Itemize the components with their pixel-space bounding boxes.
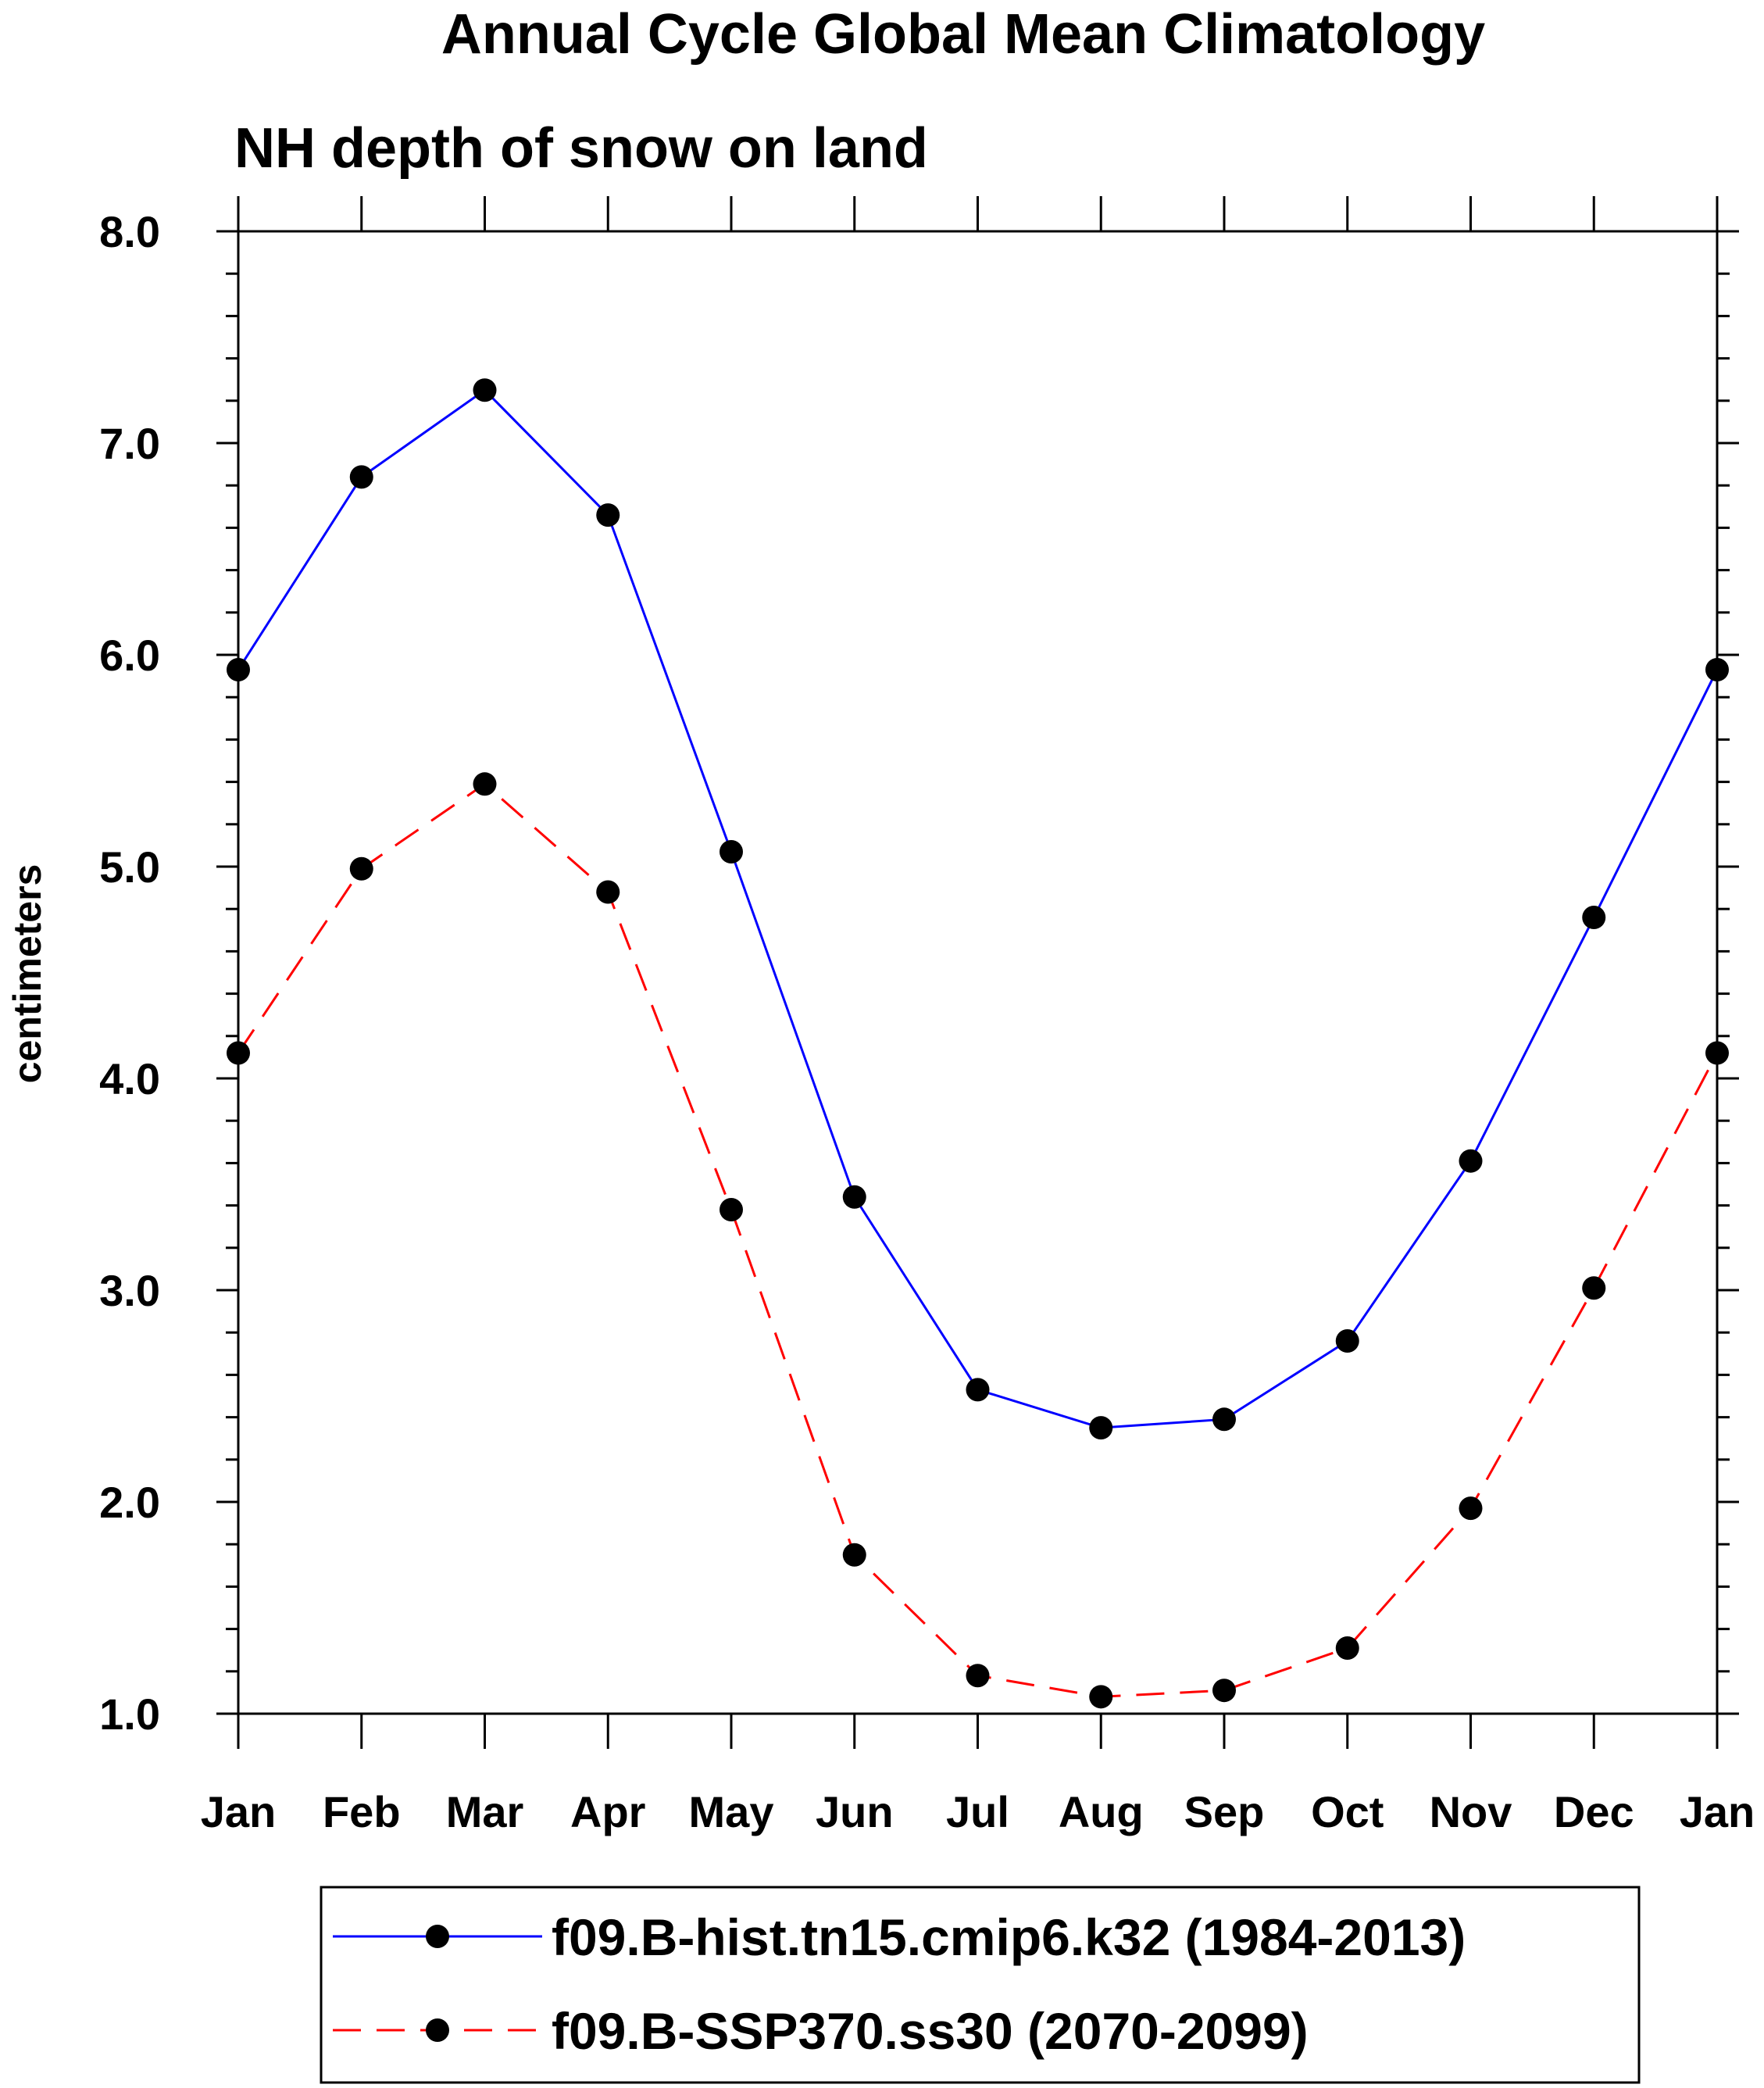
data-point [1705, 1041, 1729, 1065]
data-point [1582, 906, 1606, 930]
y-tick-label: 8.0 [99, 207, 160, 256]
data-point [349, 856, 373, 881]
chart-title: Annual Cycle Global Mean Climatology [441, 3, 1485, 66]
plot-frame [237, 230, 1719, 1715]
data-point [842, 1543, 866, 1567]
data-point [1089, 1685, 1113, 1709]
legend-label: f09.B-hist.tn15.cmip6.k32 (1984-2013) [552, 1908, 1466, 1966]
legend: f09.B-hist.tn15.cmip6.k32 (1984-2013) f09… [333, 1908, 1466, 2060]
data-point [720, 1198, 743, 1222]
data-point [473, 378, 497, 402]
data-point [1335, 1329, 1359, 1353]
x-tick-label: Jun [816, 1787, 894, 1836]
y-tick-label: 6.0 [99, 631, 160, 680]
y-axis-label: centimeters [5, 864, 49, 1084]
series-1 [227, 378, 1729, 1440]
y-tick-label: 4.0 [99, 1054, 160, 1103]
data-point [1089, 1416, 1113, 1440]
x-tick-label: Sep [1184, 1787, 1265, 1836]
data-point [349, 465, 373, 489]
data-point [842, 1185, 866, 1209]
x-tick-label: Jan [201, 1787, 277, 1836]
data-point [227, 657, 250, 681]
data-point [1705, 657, 1729, 681]
legend-box [320, 1886, 1641, 2084]
y-tick-label: 3.0 [99, 1266, 160, 1315]
data-point [1582, 1276, 1606, 1300]
series-line [237, 782, 1719, 1698]
data-point [966, 1664, 990, 1688]
legend-marker [426, 2018, 449, 2042]
legend-label: f09.B-SSP370.ss30 (2070-2099) [552, 2002, 1309, 2060]
data-point [227, 1041, 250, 1065]
data-point [720, 840, 743, 864]
x-tick-label: May [689, 1787, 774, 1836]
data-point [966, 1378, 990, 1402]
axes: 1.0 2.0 3.0 4.0 5.0 6.0 7.0 8.0 Jan Feb Mar Apr May J… [99, 196, 1755, 1836]
chart-subtitle: NH depth of snow on land [234, 117, 928, 180]
x-tick-label: Jul [946, 1787, 1009, 1836]
data-point [596, 880, 620, 904]
data-point [1212, 1679, 1236, 1703]
data-point [596, 503, 620, 527]
x-tick-label: Mar [446, 1787, 524, 1836]
legend-marker [426, 1925, 449, 1948]
x-tick-label: Oct [1311, 1787, 1384, 1836]
series-line [237, 388, 1719, 1429]
data-point [1459, 1149, 1483, 1173]
y-tick-label: 2.0 [99, 1478, 160, 1527]
x-tick-label: Dec [1554, 1787, 1634, 1836]
data-point [473, 772, 497, 796]
data-point [1335, 1636, 1359, 1660]
data-point [1459, 1496, 1483, 1521]
x-tick-label: Feb [323, 1787, 401, 1836]
x-tick-label: Jan [1680, 1787, 1755, 1836]
x-tick-label: Apr [570, 1787, 645, 1836]
data-point [1212, 1407, 1236, 1432]
y-tick-label: 5.0 [99, 842, 160, 892]
x-tick-label: Nov [1430, 1787, 1512, 1836]
y-tick-label: 1.0 [99, 1689, 160, 1739]
x-tick-label: Aug [1059, 1787, 1144, 1836]
y-tick-label: 7.0 [99, 419, 160, 468]
series-2 [227, 772, 1729, 1709]
series-layer [227, 378, 1729, 1709]
